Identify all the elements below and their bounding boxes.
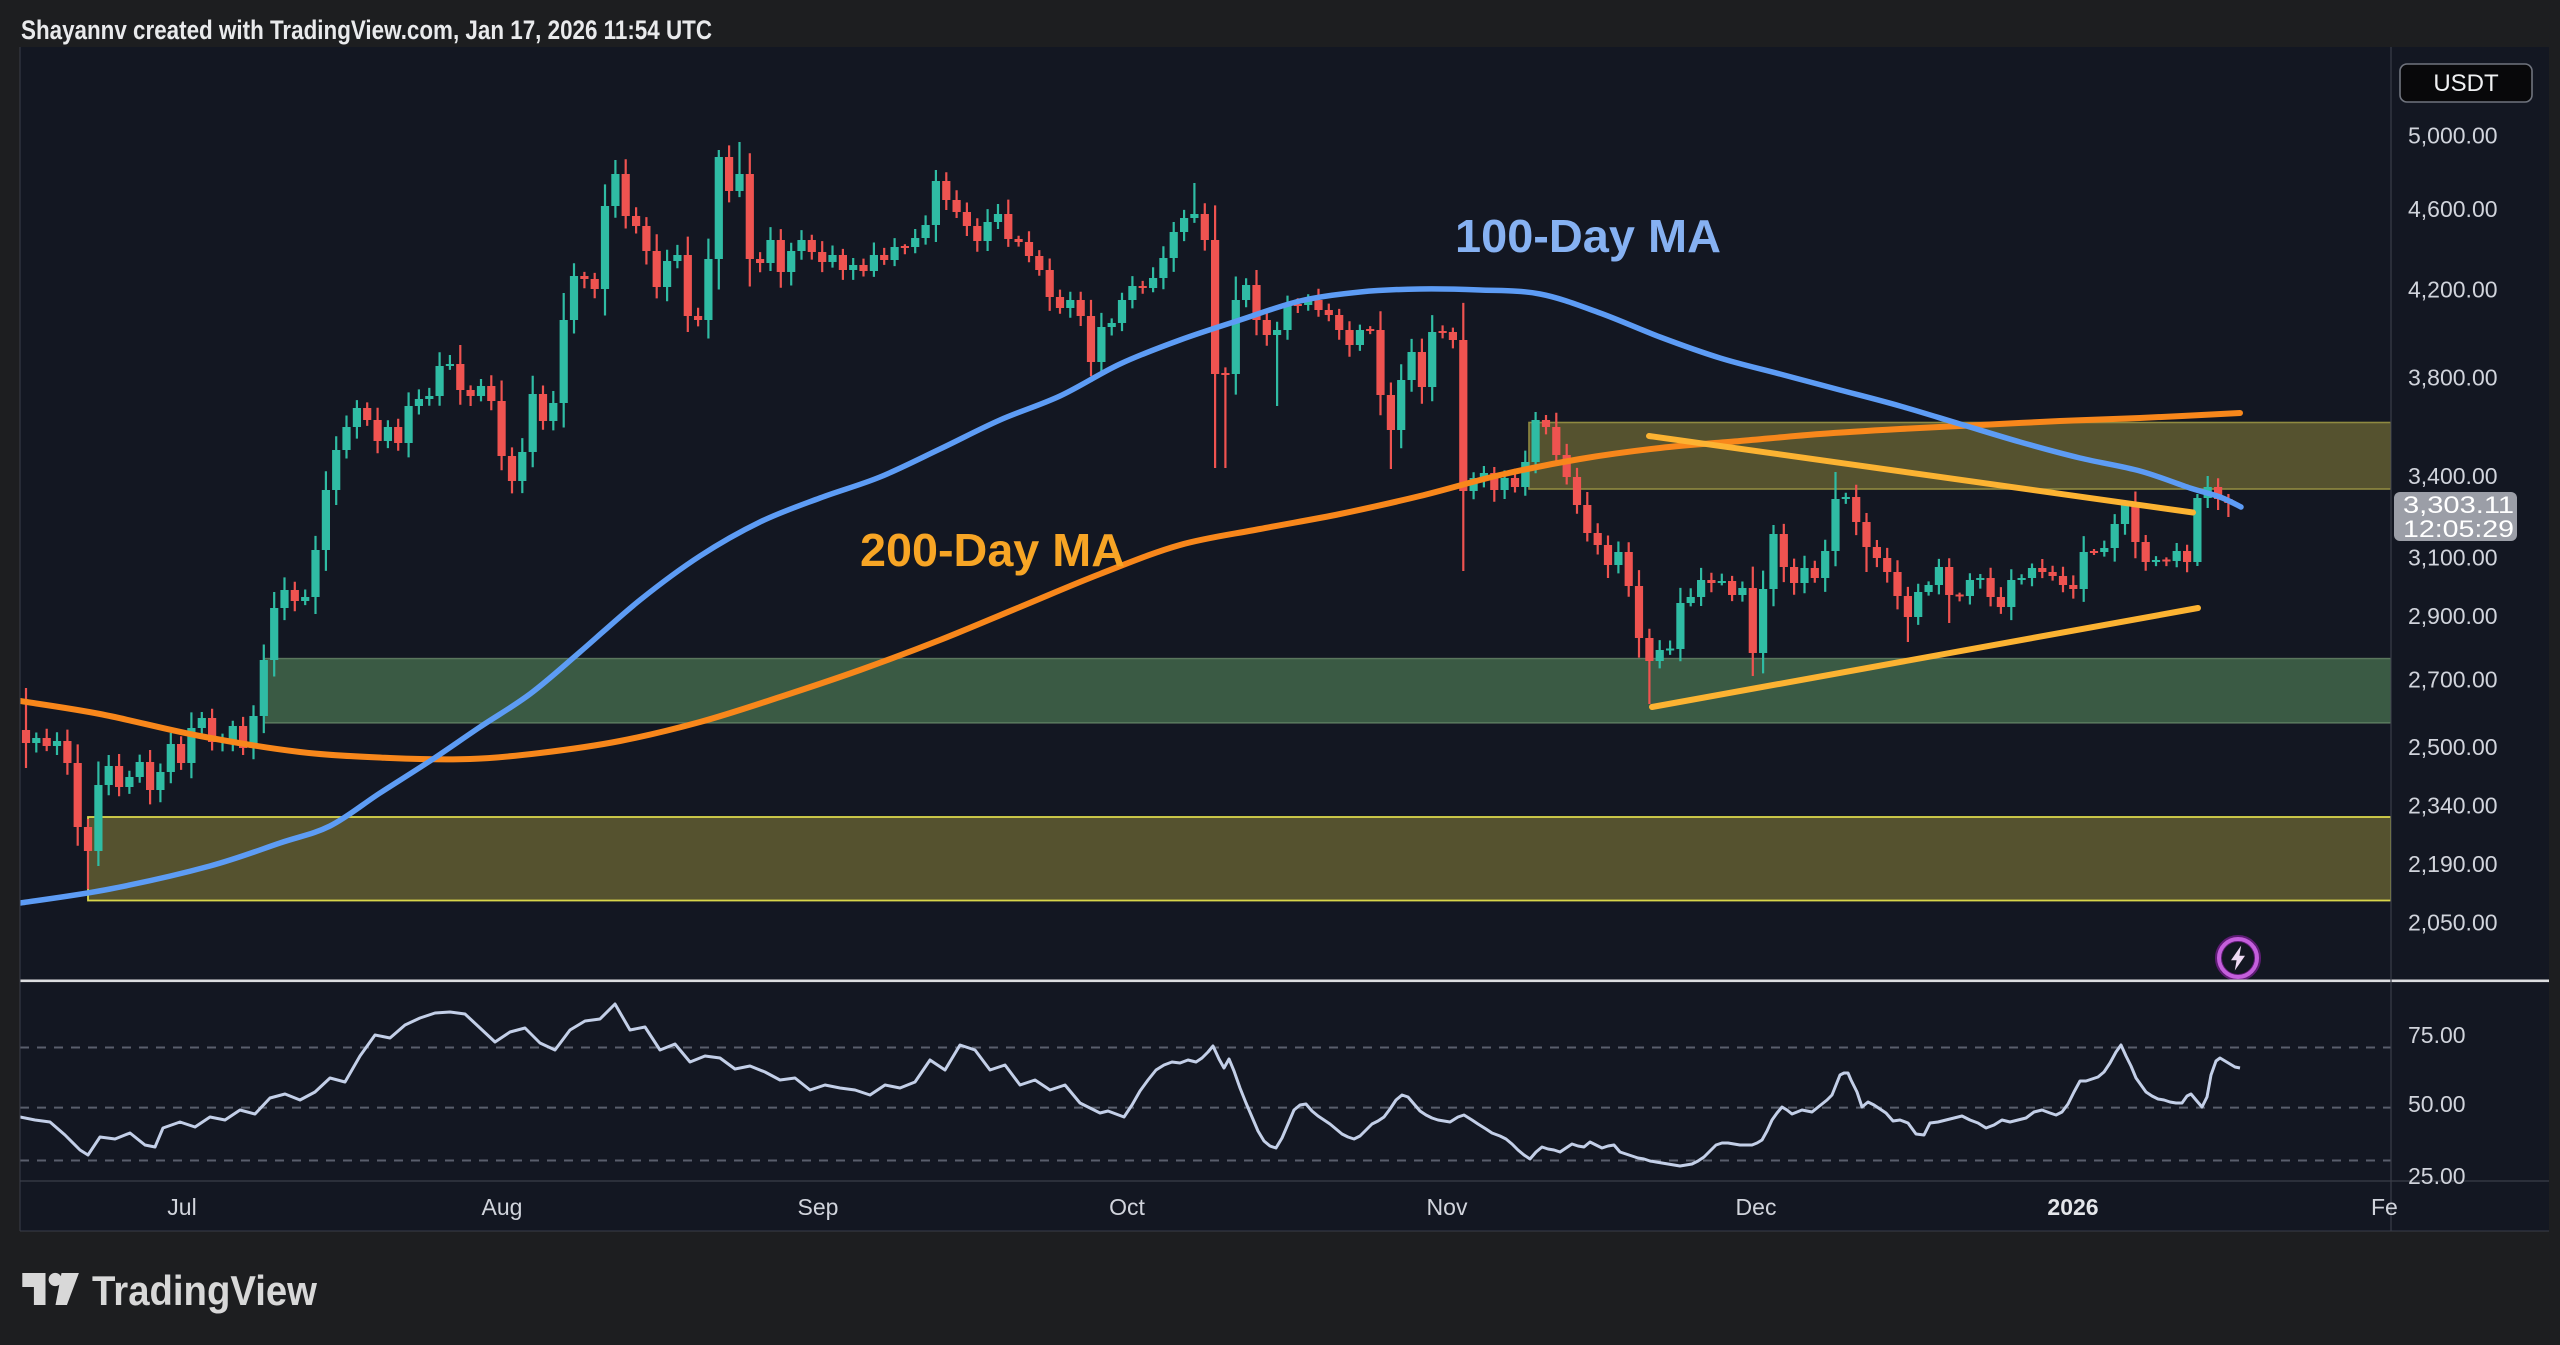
svg-text:5,000.00: 5,000.00 [2408,123,2498,149]
svg-text:Jul: Jul [167,1194,196,1220]
svg-text:Sep: Sep [798,1194,839,1220]
svg-text:4,600.00: 4,600.00 [2408,196,2498,222]
svg-text:Shayannv created with TradingV: Shayannv created with TradingView.com, J… [21,15,712,45]
svg-text:4,200.00: 4,200.00 [2408,276,2498,302]
svg-text:3,800.00: 3,800.00 [2408,365,2498,391]
svg-text:TradingView: TradingView [92,1267,317,1314]
svg-text:2026: 2026 [2047,1194,2098,1220]
svg-text:Dec: Dec [1736,1194,1777,1220]
svg-text:3,400.00: 3,400.00 [2408,463,2498,489]
svg-text:Oct: Oct [1109,1194,1145,1220]
svg-text:2,190.00: 2,190.00 [2408,851,2498,877]
svg-text:2,900.00: 2,900.00 [2408,603,2498,629]
svg-text:Aug: Aug [482,1194,523,1220]
svg-text:3,303.11: 3,303.11 [2403,492,2514,519]
svg-text:2,500.00: 2,500.00 [2408,734,2498,760]
svg-text:Nov: Nov [1427,1194,1468,1220]
svg-text:2,700.00: 2,700.00 [2408,666,2498,692]
svg-text:50.00: 50.00 [2408,1091,2466,1117]
svg-text:2,050.00: 2,050.00 [2408,909,2498,935]
svg-text:2,340.00: 2,340.00 [2408,793,2498,819]
svg-text:Fe: Fe [2371,1194,2398,1220]
svg-text:100-Day MA: 100-Day MA [1455,210,1721,262]
svg-text:3,100.00: 3,100.00 [2408,544,2498,570]
svg-text:12:05:29: 12:05:29 [2403,516,2514,543]
svg-text:25.00: 25.00 [2408,1163,2466,1189]
svg-text:USDT: USDT [2433,70,2499,97]
svg-text:200-Day MA: 200-Day MA [860,524,1125,576]
svg-text:75.00: 75.00 [2408,1022,2466,1048]
